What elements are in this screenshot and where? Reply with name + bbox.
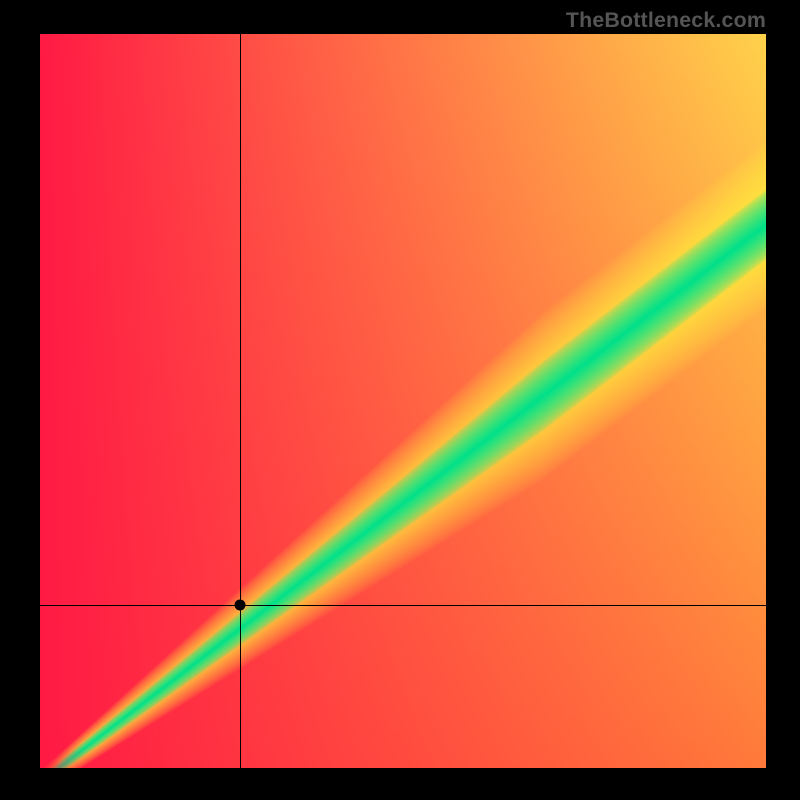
crosshair-vertical (240, 34, 241, 768)
highlight-point (235, 600, 246, 611)
watermark-text: TheBottleneck.com (566, 8, 766, 33)
plot-area (40, 34, 766, 768)
chart-container: TheBottleneck.com (0, 0, 800, 800)
heatmap-canvas (40, 34, 766, 768)
crosshair-horizontal (40, 605, 766, 606)
